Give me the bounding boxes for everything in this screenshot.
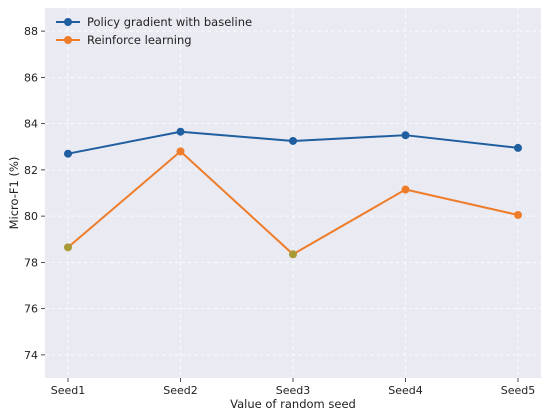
series-1-point [514, 143, 522, 152]
x-axis-label: Value of random seed [230, 397, 356, 411]
series-1-point [401, 131, 410, 140]
x-tick-label: Seed2 [163, 384, 198, 397]
y-tick-label: 74 [24, 349, 38, 362]
y-tick-label: 86 [24, 71, 38, 84]
legend-marker [64, 36, 72, 44]
series-2-point [289, 250, 297, 259]
series-1-point [289, 136, 297, 145]
x-axis-ticks: Seed1 Seed2 Seed3 Seed4 Seed5 [51, 378, 536, 397]
x-tick-label: Seed5 [501, 384, 536, 397]
legend-marker [64, 18, 72, 26]
series-2 [64, 147, 522, 259]
y-tick-label: 88 [24, 25, 38, 38]
x-tick-label: Seed1 [51, 384, 86, 397]
y-axis-ticks: 74 76 78 80 82 84 86 88 [24, 25, 45, 362]
y-tick-label: 84 [24, 118, 38, 131]
legend-item: Policy gradient with baseline [56, 15, 252, 29]
y-tick-label: 76 [24, 303, 38, 316]
series-2-point [514, 210, 522, 219]
grid-lines [45, 8, 541, 378]
series-2-point [176, 147, 185, 156]
series-2-point [64, 243, 72, 252]
y-axis-label: Micro-F1 (%) [7, 157, 21, 230]
legend-label: Policy gradient with baseline [87, 15, 252, 29]
y-tick-label: 78 [24, 256, 38, 269]
legend-item: Reinforce learning [56, 33, 192, 47]
x-tick-label: Seed4 [388, 384, 423, 397]
series-layer [64, 127, 522, 259]
legend: Policy gradient with baseline Reinforce l… [56, 15, 252, 47]
series-1-point [64, 149, 72, 158]
y-tick-label: 80 [24, 210, 38, 223]
legend-label: Reinforce learning [87, 33, 192, 47]
x-tick-label: Seed3 [276, 384, 311, 397]
series-2-point [401, 185, 410, 194]
series-1 [64, 127, 522, 158]
y-tick-label: 82 [24, 164, 38, 177]
series-1-point [176, 127, 185, 136]
